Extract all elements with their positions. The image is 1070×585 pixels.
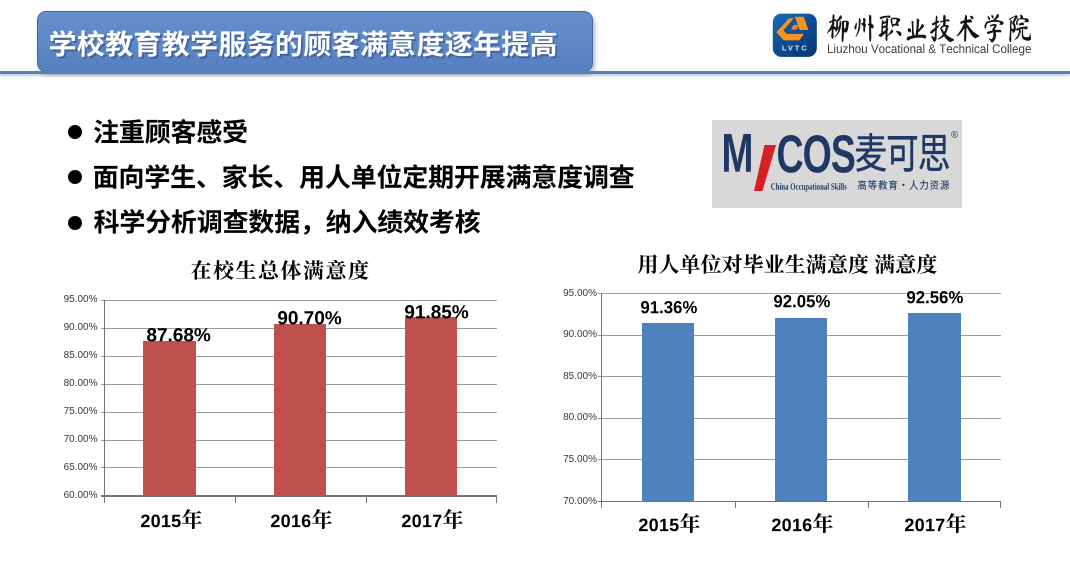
svg-text:LVTC: LVTC xyxy=(782,44,809,53)
